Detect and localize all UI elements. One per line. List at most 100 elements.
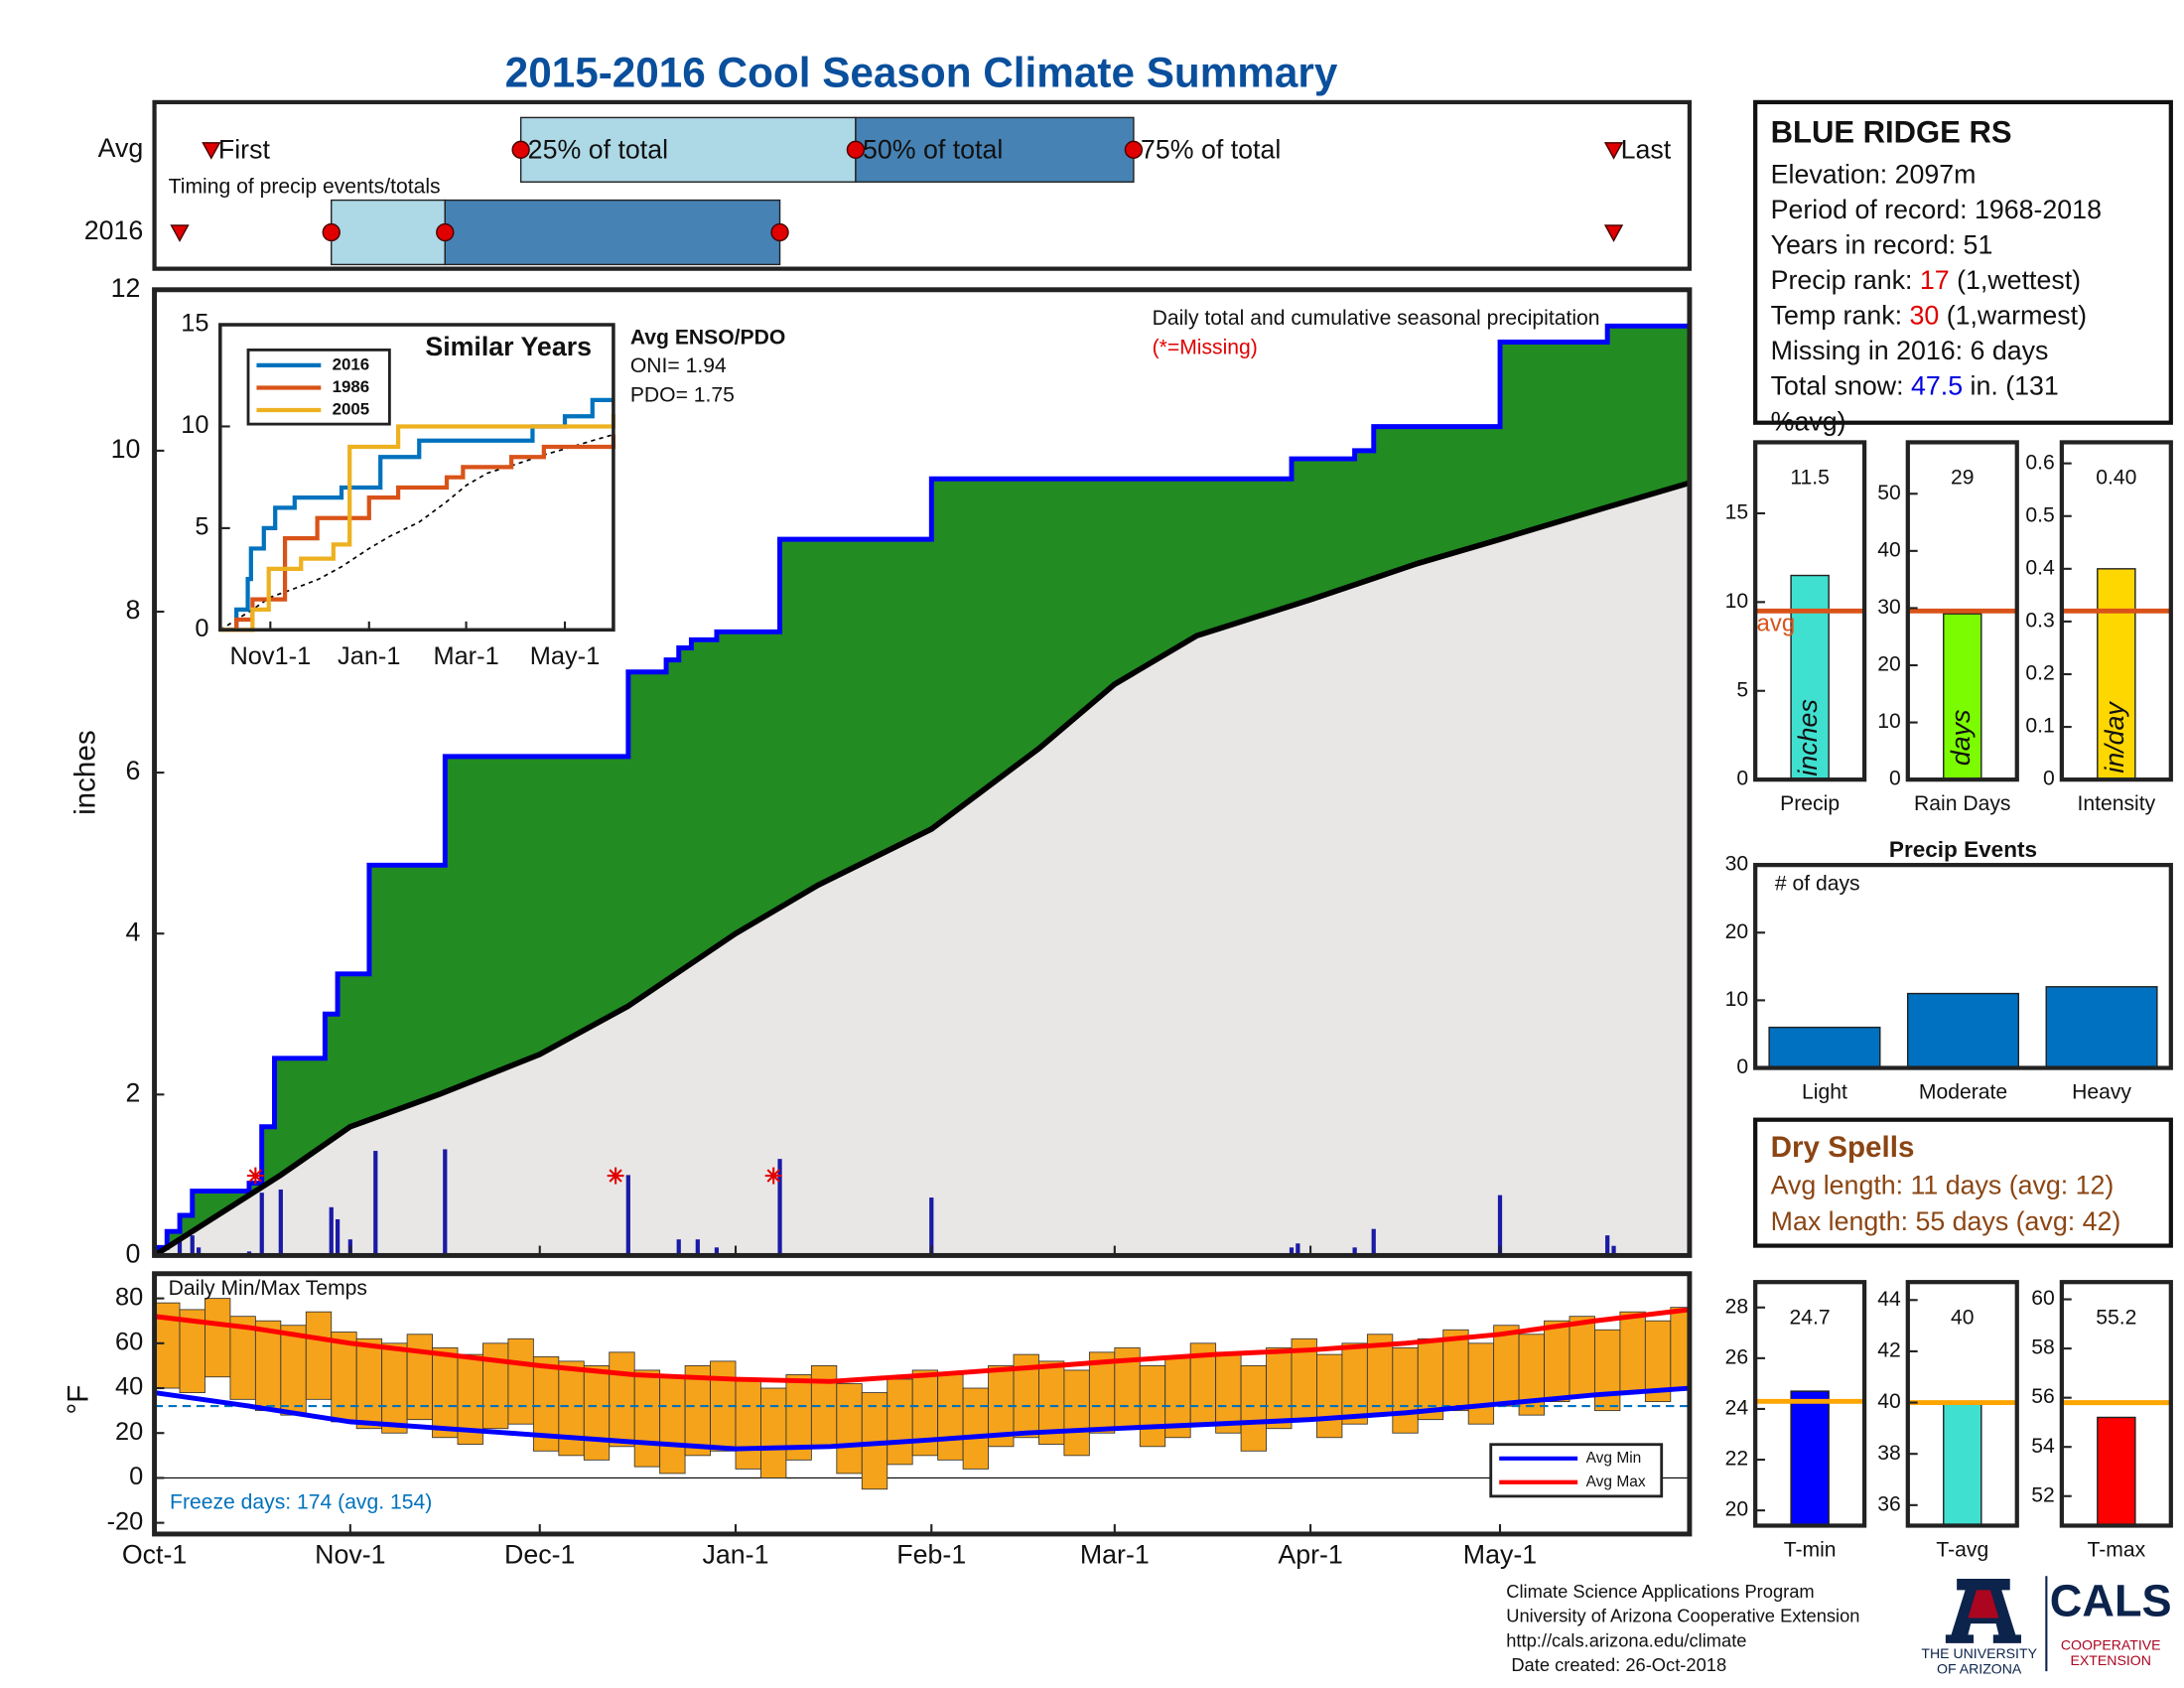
station-line: Years in record: 51 [1771, 230, 1993, 260]
timing-triangle [202, 142, 221, 160]
y-tick-label: 60 [2031, 1287, 2054, 1310]
station-text: Total snow: [1771, 371, 1911, 401]
x-tick-label: Dec-1 [504, 1540, 575, 1570]
y-tick-label: 10 [1725, 590, 1748, 613]
temp-range-bar [1493, 1325, 1520, 1407]
value-label: 40 [1951, 1306, 1974, 1329]
logo-a-inner [1968, 1590, 1999, 1618]
timing-label: 50% of total [863, 134, 1003, 164]
y-tick-label: 44 [1877, 1288, 1901, 1311]
daily-bar [676, 1239, 681, 1256]
inset-line [219, 414, 616, 633]
y-tick-label: -20 [107, 1507, 144, 1535]
daily-bar [190, 1235, 195, 1256]
x-tick-label: Nov1-1 [229, 642, 311, 670]
y-tick-label: 38 [1877, 1442, 1900, 1465]
timing-label: 25% of total [528, 134, 668, 164]
station-box [1753, 99, 2173, 425]
timing-triangle [1603, 224, 1624, 242]
cumulative-line [154, 323, 1690, 1250]
enso-line: PDO= 1.75 [630, 384, 735, 407]
temp-range-bar [1619, 1311, 1646, 1393]
x-tick-label: Oct-1 [122, 1540, 187, 1570]
temp-range-bar [1341, 1342, 1368, 1425]
y-tick-label: 0 [2043, 768, 2055, 790]
plot-frame [1905, 440, 2019, 782]
temp-range-bar [609, 1351, 635, 1448]
missing-stroke [248, 1169, 263, 1183]
temp-range-bar [1240, 1365, 1267, 1452]
y-tick-label: 15 [181, 310, 208, 338]
temp-range-bar [1316, 1353, 1343, 1439]
y-tick-label: 60 [115, 1329, 143, 1356]
legend-label: Avg Max [1586, 1474, 1646, 1490]
y-tick-label: 54 [2031, 1435, 2055, 1458]
chart-title: Precip Events [1889, 837, 2037, 862]
plot-frame [152, 287, 1693, 1258]
y-tick-label: 40 [115, 1373, 143, 1401]
plot-frame [218, 323, 615, 633]
enso-line: ONI= 1.94 [630, 354, 727, 377]
value-label: 11.5 [1790, 467, 1830, 490]
station-text: Elevation: 2097m [1771, 160, 1977, 190]
x-tick-label: Feb-1 [896, 1540, 966, 1570]
station-text: 30 [1909, 301, 1939, 331]
daily-bar [196, 1247, 202, 1256]
temp-range-bar [887, 1378, 913, 1466]
station-line: %avg) [1771, 406, 1846, 436]
y-tick-label: 0 [126, 1239, 141, 1269]
category-label: Intensity [2077, 792, 2155, 815]
timing-dot [322, 222, 341, 242]
footer-line: Date created: 26-Oct-2018 [1506, 1654, 1726, 1675]
daily-bar [1289, 1247, 1295, 1256]
timing-box [519, 116, 857, 183]
y-tick-label: 56 [2031, 1385, 2054, 1408]
dry-spells-line: Max length: 55 days (avg: 42) [1771, 1206, 2121, 1236]
timing-box [855, 116, 1135, 183]
y-tick-label: 24 [1725, 1397, 1749, 1420]
timing-dot [511, 140, 530, 159]
timing-dot [846, 140, 866, 159]
timing-dot [436, 222, 455, 242]
daily-bar [1296, 1243, 1300, 1256]
y-tick-label: 8 [126, 595, 141, 625]
plot-frame [2059, 440, 2173, 782]
daily-bar [777, 1159, 782, 1256]
temp-range-bar [305, 1311, 333, 1400]
timing-label: 75% of total [1141, 134, 1281, 164]
value-label: 24.7 [1790, 1306, 1831, 1329]
x-tick-label: Jan-1 [703, 1540, 769, 1570]
y-tick-label: 12 [111, 273, 141, 303]
temp-range-bar [381, 1342, 408, 1434]
timing-label: First [218, 134, 271, 164]
daily-bar [1605, 1235, 1610, 1256]
station-line: Missing in 2016: 6 days [1771, 336, 2049, 365]
timing-label: Last [1621, 134, 1672, 164]
temp-range-bar [659, 1376, 686, 1475]
y-tick-label: 2 [126, 1077, 141, 1107]
value-label: 55.2 [2096, 1306, 2136, 1329]
category-label: T-min [1784, 1538, 1837, 1561]
inset-line [219, 434, 616, 633]
bar [2097, 1416, 2136, 1527]
dry-spells-line: Avg length: 11 days (avg: 12) [1771, 1170, 2115, 1199]
daily-bar [695, 1239, 700, 1256]
temp-range-bar [355, 1337, 383, 1430]
inset-title: Similar Years [425, 332, 592, 361]
value-label: 0.40 [2096, 467, 2136, 490]
timing-triangle [1603, 142, 1624, 160]
y-tick-label: 20 [1877, 653, 1900, 676]
temp-range-bar [836, 1383, 863, 1475]
plot-frame [2059, 1280, 2173, 1528]
plot-frame [1753, 440, 1867, 782]
station-line: Precip rank: 17 (1,wettest) [1771, 265, 2081, 295]
y-tick-label: 30 [1877, 596, 1900, 619]
plot-frame [1753, 1280, 1867, 1528]
daily-bar [1371, 1228, 1376, 1256]
unit-label: days [1946, 710, 1976, 767]
footer-line: University of Arizona Cooperative Extens… [1506, 1606, 1859, 1626]
average-area [154, 483, 1690, 1256]
daily-bar [259, 1193, 264, 1256]
